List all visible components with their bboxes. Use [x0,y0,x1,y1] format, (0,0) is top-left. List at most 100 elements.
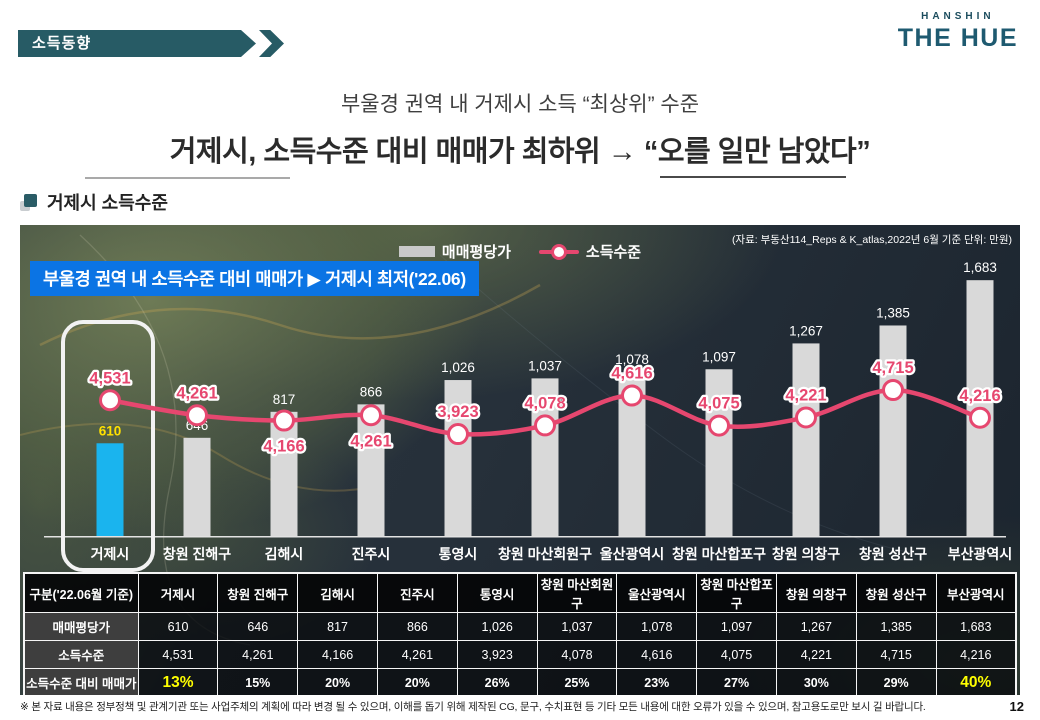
bar-value-label: 866 [360,384,383,399]
income-value-label: 3,923 [437,403,478,421]
category-label: 진주시 [352,546,391,562]
bar-value-label: 817 [273,392,296,407]
bar [792,343,820,536]
category-label: 창원 마산회원구 [498,546,592,562]
category-label: 부산광역시 [948,546,1012,562]
legend-item-line: 소득수준 [538,241,641,262]
income-point [360,404,382,427]
table-cell: 30% [775,668,857,695]
table-cell: 4,531 [137,640,219,669]
income-value-label: 4,221 [785,386,826,404]
table-cell: 20% [297,668,378,695]
table-row-label: 소득수준 [23,640,139,669]
section-title: 거제시 소득수준 [47,193,168,213]
folded-square-icon [20,193,37,211]
table-cell: 4,166 [297,640,378,669]
brand-logo-main: THE HUE [897,24,1018,52]
income-value-label: 4,075 [698,395,739,413]
table-cell: 4,616 [616,640,698,669]
title-block: 부울경 권역 내 거제시 소득 “최상위” 수준 거제시, 소득수준 대비 매매… [0,88,1040,170]
income-value-label: 4,715 [872,359,913,377]
income-point [186,404,208,427]
income-value-label: 4,078 [524,394,565,412]
income-point [708,414,730,437]
data-source-note: (자료: 부동산114_Reps & K_atlas,2022년 6월 기준 단… [731,234,1012,246]
income-value-label: 4,616 [611,365,652,383]
table-cell: 646 [217,612,299,641]
table-header-cell: 창원 성산구 [855,572,937,613]
income-chart: 6106468178661,0261,0371,0781,0971,2671,3… [44,260,1012,572]
table-cell: 610 [137,612,219,641]
income-data-table: 구분('22.06월 기준) 거제시 창원 진해구 김해시 진주시 통영시 창원 마산회원구… [23,572,1017,695]
table-header-cell: 창원 마산합포구 [696,572,777,613]
table-cell: 1,097 [696,612,777,641]
callout-banner: 부울경 권역 내 소득수준 대비 매매가 ▶ 거제시 최저('22.06) [30,261,479,296]
bar-value-label: 1,037 [528,358,562,373]
page-number: 12 [1009,699,1024,714]
brand-logo: HANSHIN THE HUE [898,12,1018,51]
bar-value-label: 1,078 [615,352,649,367]
table-header-cell: 창원 마산회원구 [536,572,618,613]
category-label: 울산광역시 [600,546,664,562]
bar-swatch-icon [398,246,435,257]
line-marker-icon [538,243,579,260]
income-point [447,423,469,446]
income-point [273,409,295,432]
section-badge: 소득동향 [18,30,284,57]
income-point [795,406,817,429]
category-label: 김해시 [265,546,304,562]
bar [705,369,733,536]
bar-value-label: 1,097 [702,349,736,364]
table-cell: 4,216 [935,640,1017,669]
bar [531,378,559,536]
income-point [99,389,121,412]
bar [96,443,124,536]
table-cell: 866 [376,612,458,641]
income-value-label: 4,261 [350,432,391,450]
bar [879,325,907,536]
chart-panel: 매매평당가 소득수준 (자료: 부동산114_Reps & K_atlas,20… [20,225,1020,695]
bar [270,411,298,536]
title-underline-right [660,176,846,178]
section-badge-label: 소득동향 [18,30,256,57]
bar [183,437,211,536]
bar [444,380,472,536]
table-header-cell: 진주시 [376,572,458,613]
table-header-cell: 부산광역시 [935,572,1017,613]
table-cell: 3,923 [456,640,538,669]
income-value-label: 4,261 [176,384,217,402]
table-cell: 1,385 [855,612,937,641]
chart-legend: 매매평당가 소득수준 [20,241,1020,262]
table-cell: 1,267 [775,612,857,641]
table-cell: 4,221 [775,640,857,669]
table-cell: 4,715 [855,640,937,669]
table-cell: 27% [696,668,777,695]
section-heading: 거제시 소득수준 [20,189,168,215]
bar-value-label: 610 [99,423,122,438]
table-cell: 1,683 [935,612,1017,641]
income-point [621,384,643,407]
table-cell: 20% [376,668,458,695]
title-underline-left [85,177,290,179]
legend-bar-label: 매매평당가 [441,244,511,261]
bar [357,404,385,536]
table-row-label: 매매평당가 [23,612,139,641]
table-cell: 15% [217,668,299,695]
category-label: 통영시 [439,546,478,562]
table-header-cell: 김해시 [297,572,378,613]
table-cell: 29% [855,668,937,695]
income-point [534,414,556,437]
table-corner-header: 구분('22.06월 기준) [23,572,139,613]
category-label: 창원 성산구 [859,546,927,562]
map-roads-decor [20,234,921,646]
table-cell: 4,075 [696,640,777,669]
category-label: 창원 마산합포구 [672,546,766,562]
table-header-cell: 통영시 [456,572,538,613]
income-point [882,379,904,402]
table-cell: 4,078 [536,640,618,669]
income-point [969,406,991,429]
table-cell: 23% [616,668,698,695]
highlight-box [61,320,155,572]
table-cell: 1,026 [456,612,538,641]
table-header-cell: 거제시 [137,572,219,613]
